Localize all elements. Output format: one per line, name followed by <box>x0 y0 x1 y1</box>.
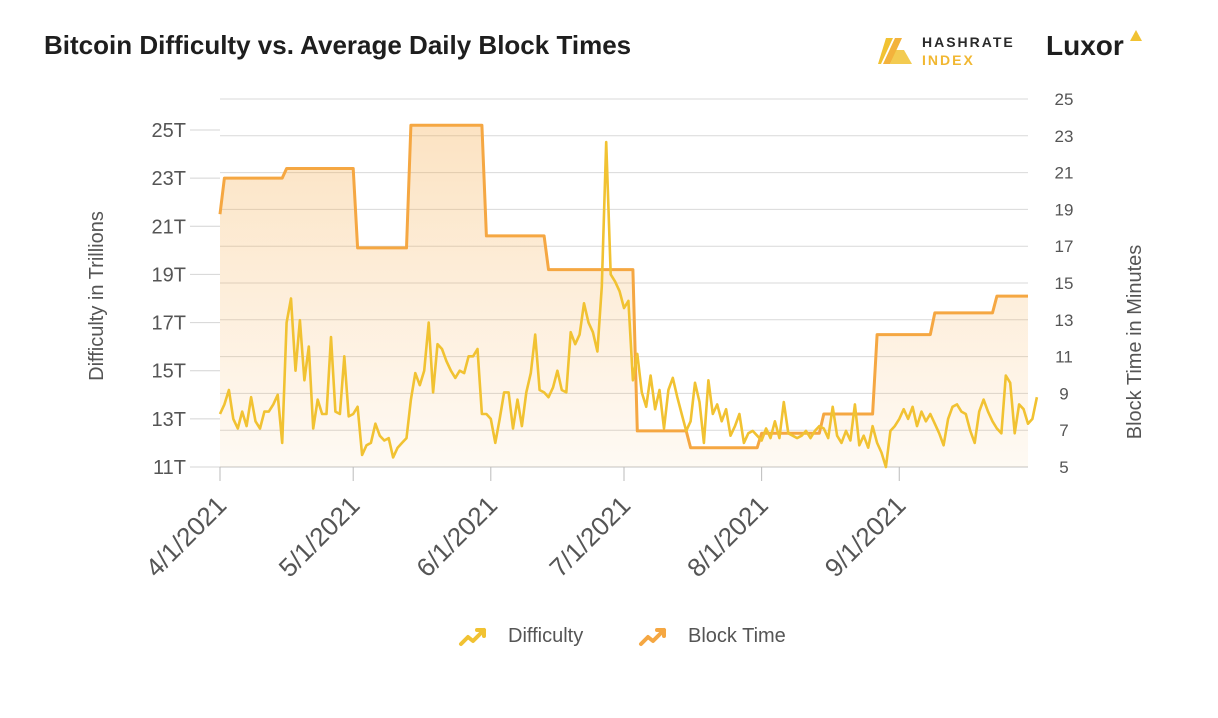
difficulty-swatch-icon <box>459 628 486 646</box>
x-tick-label: 7/1/2021 <box>543 490 636 583</box>
y-left-tick-label: 19T <box>152 264 186 286</box>
y-left-tick-label: 15T <box>152 361 186 383</box>
difficulty-line <box>218 140 1039 469</box>
x-tick-label: 4/1/2021 <box>139 490 232 583</box>
x-tick-label: 8/1/2021 <box>681 490 774 583</box>
y-right-tick-label: 25 <box>1055 90 1074 109</box>
x-tick-label: 6/1/2021 <box>410 490 503 583</box>
y-axis-right-label: Block Time in Minutes <box>1124 245 1146 440</box>
block-time-line <box>218 123 1028 450</box>
brand-line2: INDEX <box>922 52 975 68</box>
y-right-tick-label: 23 <box>1055 127 1074 146</box>
y-left-tick-label: 17T <box>152 313 186 335</box>
y-right-tick-label: 5 <box>1059 458 1068 477</box>
luxor-logo: Luxor <box>1046 30 1142 62</box>
y-right-tick-label: 7 <box>1059 421 1068 440</box>
y-axis-left-label: Difficulty in Trillions <box>86 211 108 381</box>
legend-item-difficulty[interactable]: Difficulty <box>458 624 583 648</box>
legend: Difficulty Block Time <box>0 624 1218 654</box>
y-left-tick-label: 21T <box>152 216 186 238</box>
y-left-tick-label: 13T <box>152 409 186 431</box>
luxor-triangle-icon <box>1130 30 1142 41</box>
x-tick-label: 9/1/2021 <box>819 490 912 583</box>
legend-label-difficulty: Difficulty <box>508 624 584 647</box>
brand-line1: HASHRATE <box>922 34 1015 50</box>
y-left-tick-label: 25T <box>152 120 186 142</box>
hashrate-index-icon <box>878 38 912 64</box>
y-right-tick-label: 9 <box>1059 384 1068 403</box>
chart-title: Bitcoin Difficulty vs. Average Daily Blo… <box>44 30 632 60</box>
y-right-tick-label: 13 <box>1055 311 1074 330</box>
y-left-tick-label: 23T <box>152 168 186 190</box>
block-time-swatch-icon <box>639 628 666 646</box>
legend-label-block-time: Block Time <box>688 624 786 647</box>
x-tick-label: 5/1/2021 <box>273 490 366 583</box>
y-right-tick-label: 15 <box>1055 274 1074 293</box>
y-right-tick-label: 21 <box>1055 164 1074 183</box>
y-left-tick-label: 11T <box>153 457 186 479</box>
luxor-wordmark: Luxor <box>1046 30 1124 61</box>
hashrate-index-logo: HASHRATE INDEX <box>878 32 1028 68</box>
y-right-tick-label: 11 <box>1055 348 1073 367</box>
legend-item-block-time[interactable]: Block Time <box>638 624 786 648</box>
y-right-tick-label: 17 <box>1055 237 1074 256</box>
y-right-tick-label: 19 <box>1055 200 1074 219</box>
